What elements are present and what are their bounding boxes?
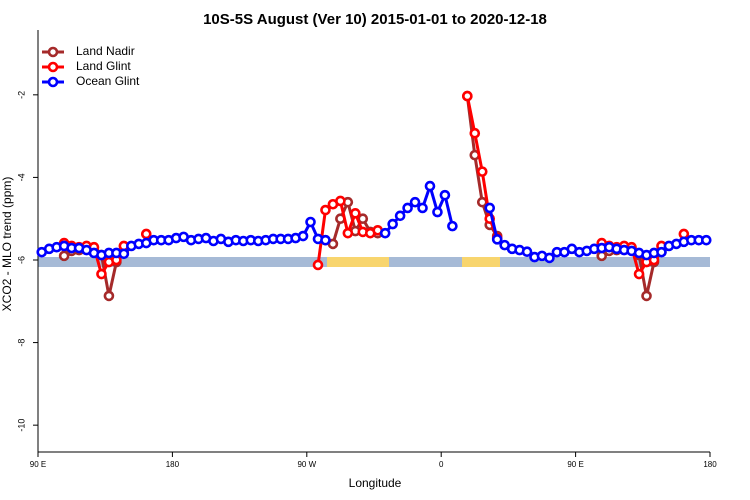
x-axis-title: Longitude — [349, 476, 402, 490]
point — [103, 290, 115, 302]
point — [305, 216, 316, 228]
point — [544, 252, 555, 264]
point — [350, 208, 361, 219]
point — [394, 210, 406, 222]
point — [342, 227, 354, 239]
y-axis-title: XCO2 - MLO trend (ppm) — [0, 177, 14, 312]
land-band — [327, 257, 389, 267]
point — [432, 206, 443, 218]
y-tick-label: -4 — [16, 173, 26, 181]
point — [402, 202, 413, 214]
point — [641, 290, 652, 302]
point — [469, 149, 481, 161]
y-tick-label: -2 — [16, 91, 26, 99]
land-ocean-strip — [38, 257, 710, 267]
legend-marker — [47, 76, 59, 88]
point — [118, 248, 130, 260]
point — [58, 250, 70, 262]
point — [476, 196, 488, 208]
point — [409, 196, 421, 208]
point — [656, 246, 667, 258]
point — [387, 218, 398, 230]
point — [357, 213, 369, 225]
point — [521, 246, 533, 258]
x-tick-label: 0 — [439, 460, 444, 469]
legend-marker — [47, 46, 59, 58]
point — [469, 127, 481, 139]
point — [297, 230, 309, 242]
point — [140, 228, 152, 240]
point — [312, 259, 324, 271]
point — [491, 234, 503, 245]
legend-label: Land Glint — [76, 59, 131, 73]
land-band — [462, 257, 500, 267]
x-tick-label: 180 — [166, 460, 180, 469]
y-tick-label: -10 — [16, 419, 26, 432]
point — [476, 166, 488, 177]
point — [447, 220, 458, 232]
point — [320, 234, 331, 246]
point — [335, 195, 346, 207]
point — [320, 204, 331, 216]
point — [417, 202, 428, 214]
point — [96, 268, 107, 280]
series — [36, 180, 712, 264]
point — [633, 268, 645, 280]
y-tick-label: -6 — [16, 256, 26, 264]
chart-title: 10S-5S August (Ver 10) 2015-01-01 to 202… — [203, 11, 547, 28]
point — [379, 227, 391, 239]
point — [462, 90, 473, 102]
x-tick-label: 90 E — [30, 460, 46, 469]
point — [424, 180, 436, 192]
legend-label: Land Nadir — [76, 44, 135, 58]
x-tick-label: 90 W — [297, 460, 316, 469]
point — [439, 189, 451, 201]
y-tick-label: -8 — [16, 339, 26, 347]
x-tick-label: 90 E — [567, 460, 583, 469]
point — [700, 234, 712, 246]
legend-marker — [47, 61, 59, 73]
x-tick-label: 180 — [703, 460, 717, 469]
point — [484, 202, 496, 214]
legend-label: Ocean Glint — [76, 74, 140, 88]
